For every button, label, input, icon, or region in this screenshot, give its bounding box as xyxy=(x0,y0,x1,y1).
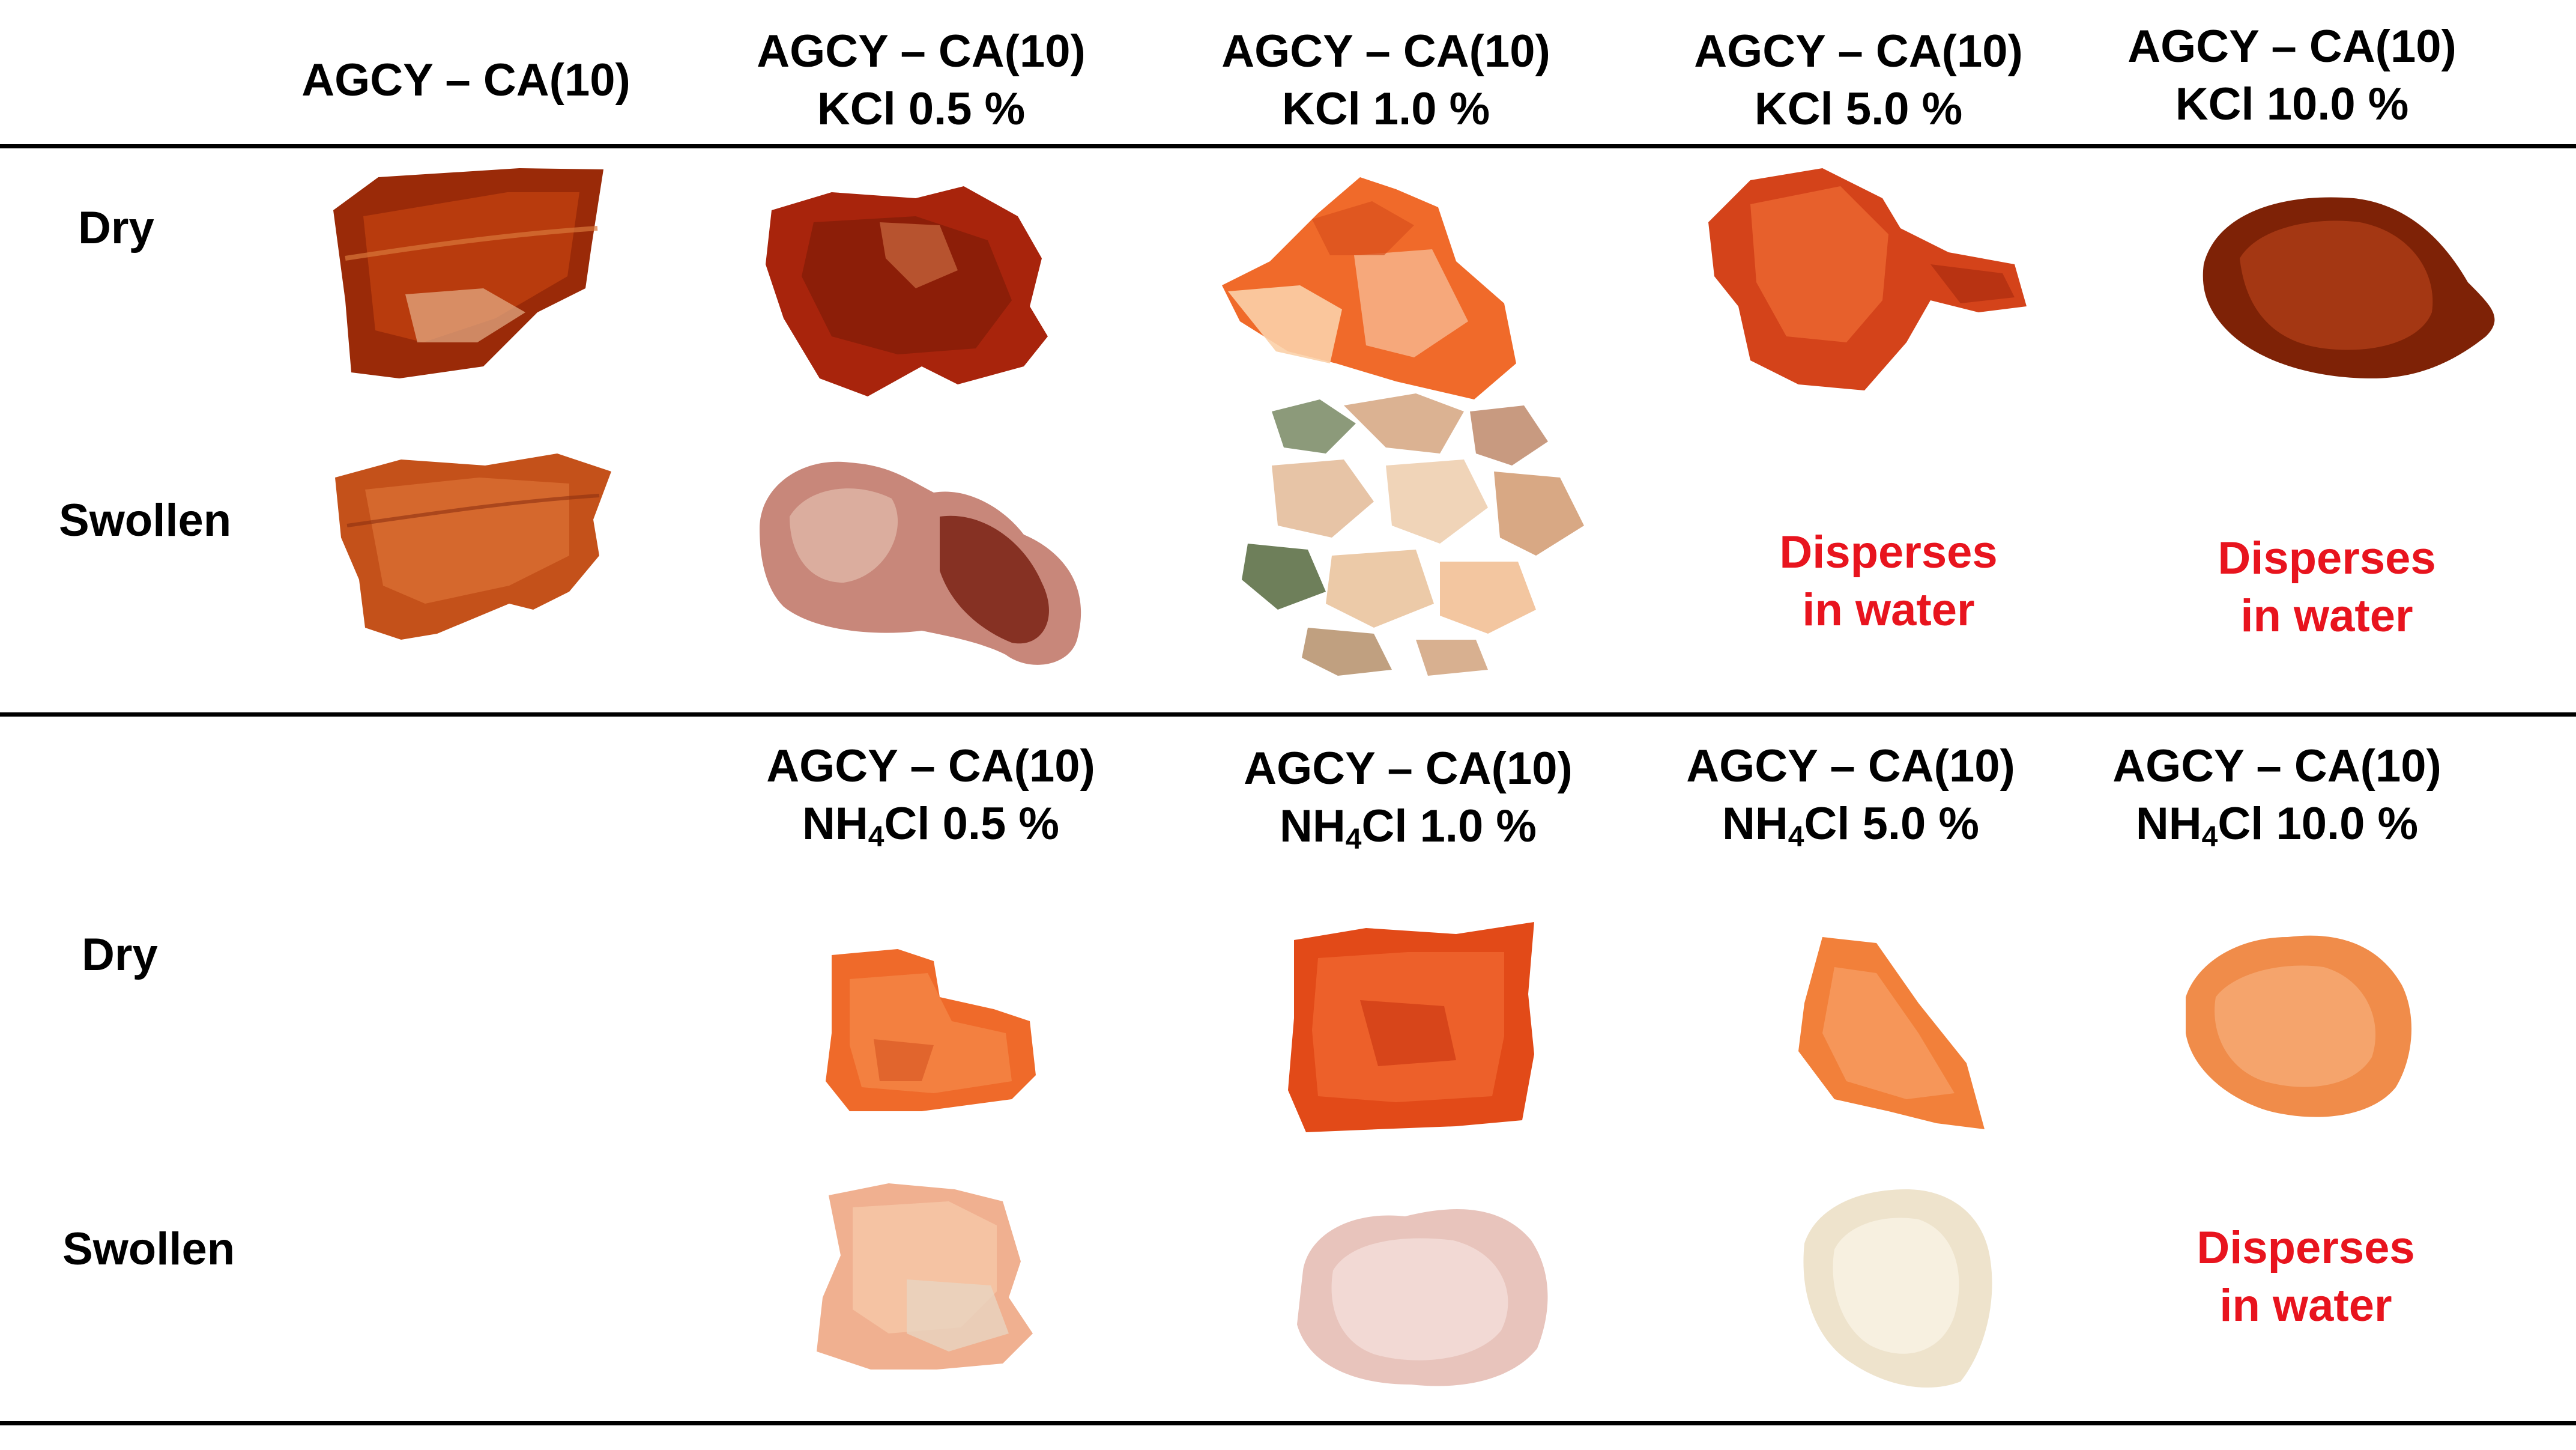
note-line1: Disperses xyxy=(2218,533,2436,584)
sample-swollen-kcl-0-5 xyxy=(754,438,1096,673)
header-line2: KCl 1.0 % xyxy=(1281,83,1490,135)
formula-prefix: NH xyxy=(802,798,868,849)
note-line1: Disperses xyxy=(1779,527,1998,578)
header-line1: AGCY – CA(10) xyxy=(2127,21,2457,72)
header-agcy-ca10: AGCY – CA(10) xyxy=(238,52,694,109)
formula-suffix: Cl 5.0 % xyxy=(1804,798,1979,849)
sample-dry-kcl-5-0 xyxy=(1702,162,2033,402)
formula-suffix: Cl 0.5 % xyxy=(884,798,1059,849)
row-label-swollen-bottom: Swollen xyxy=(62,1224,235,1275)
header-line1: AGCY – CA(10) xyxy=(757,26,1086,77)
header-agcy-ca10-kcl-0-5: AGCY – CA(10) KCl 0.5 % xyxy=(693,23,1149,138)
header-line1: AGCY – CA(10) xyxy=(766,741,1095,792)
note-line2: in water xyxy=(2240,590,2413,642)
header-agcy-ca10-nh4cl-10-0: AGCY – CA(10) NH4Cl 10.0 % xyxy=(2049,738,2505,853)
sample-swollen-nh4cl-0-5 xyxy=(805,1177,1045,1376)
note-disperses-nh4cl-10-0: Disperses in water xyxy=(2096,1219,2516,1335)
header-agcy-ca10-nh4cl-0-5: AGCY – CA(10) NH4Cl 0.5 % xyxy=(703,738,1159,853)
sample-dry-nh4cl-5-0 xyxy=(1786,931,1991,1135)
sample-swollen-nh4cl-1-0 xyxy=(1285,1192,1555,1391)
formula-subscript: 4 xyxy=(1788,821,1804,853)
header-line2: KCl 5.0 % xyxy=(1754,83,1963,135)
note-disperses-kcl-10-0: Disperses in water xyxy=(2117,530,2537,645)
header-agcy-ca10-kcl-10-0: AGCY – CA(10) KCl 10.0 % xyxy=(2064,18,2520,133)
formula-prefix: NH xyxy=(2135,798,2202,849)
formula-suffix: Cl 10.0 % xyxy=(2218,798,2419,849)
header-agcy-ca10-nh4cl-5-0: AGCY – CA(10) NH4Cl 5.0 % xyxy=(1622,738,2079,853)
sample-swollen-agcy-ca10 xyxy=(329,435,617,646)
header-line2: KCl 0.5 % xyxy=(817,83,1026,135)
note-line2: in water xyxy=(2219,1280,2392,1331)
header-line1: AGCY – CA(10) xyxy=(1694,26,2023,77)
header-line1: AGCY – CA(10) xyxy=(1244,743,1573,794)
note-disperses-kcl-5-0: Disperses in water xyxy=(1678,524,2099,639)
header-line2: KCl 10.0 % xyxy=(2175,79,2409,130)
row-label-dry-bottom: Dry xyxy=(82,929,158,980)
bottom-rule xyxy=(0,1421,2576,1425)
sample-dry-kcl-10-0 xyxy=(2192,180,2504,384)
note-line1: Disperses xyxy=(2197,1222,2415,1273)
header-agcy-ca10-nh4cl-1-0: AGCY – CA(10) NH4Cl 1.0 % xyxy=(1180,740,1636,855)
formula-subscript: 4 xyxy=(1345,824,1362,855)
row-label-dry-top: Dry xyxy=(78,202,154,253)
header-agcy-ca10-kcl-5-0: AGCY – CA(10) KCl 5.0 % xyxy=(1630,23,2087,138)
header-line2: NH4Cl 5.0 % xyxy=(1622,795,2079,853)
sample-dry-nh4cl-0-5 xyxy=(814,943,1042,1117)
header-line1: AGCY – CA(10) xyxy=(301,55,630,106)
formula-subscript: 4 xyxy=(868,821,884,853)
formula-suffix: Cl 1.0 % xyxy=(1361,801,1537,852)
middle-rule xyxy=(0,712,2576,717)
sample-dry-agcy-ca10 xyxy=(327,162,615,384)
row-label-swollen-top: Swollen xyxy=(59,495,232,546)
note-line2: in water xyxy=(1802,584,1975,636)
header-line2: NH4Cl 10.0 % xyxy=(2049,795,2505,853)
top-rule xyxy=(0,144,2576,148)
formula-prefix: NH xyxy=(1280,801,1346,852)
sample-dry-nh4cl-10-0 xyxy=(2174,919,2420,1123)
header-line2: NH4Cl 1.0 % xyxy=(1180,798,1636,855)
formula-subscript: 4 xyxy=(2201,821,2218,853)
header-agcy-ca10-kcl-1-0: AGCY – CA(10) KCl 1.0 % xyxy=(1158,23,1614,138)
header-line1: AGCY – CA(10) xyxy=(2112,741,2441,792)
header-line1: AGCY – CA(10) xyxy=(1221,26,1550,77)
sample-dry-kcl-0-5 xyxy=(760,168,1060,402)
sample-swollen-kcl-1-0 xyxy=(1236,387,1596,682)
sample-dry-nh4cl-1-0 xyxy=(1276,916,1540,1138)
sample-swollen-nh4cl-5-0 xyxy=(1786,1177,2003,1394)
formula-prefix: NH xyxy=(1722,798,1788,849)
header-line2: NH4Cl 0.5 % xyxy=(703,795,1159,853)
sample-dry-kcl-1-0 xyxy=(1216,165,1522,405)
header-line1: AGCY – CA(10) xyxy=(1686,741,2015,792)
